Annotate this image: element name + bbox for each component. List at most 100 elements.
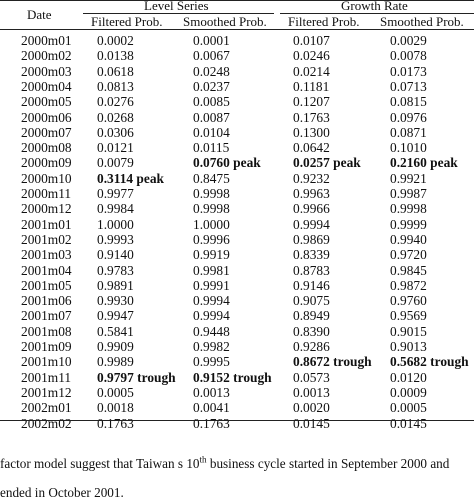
table-row: 2001m06 0.9930 0.9994 0.9075 0.9760: [0, 292, 474, 309]
probability-cell: 0.0020: [293, 400, 330, 416]
date-cell: 2001m08: [21, 323, 72, 339]
growth-rate-underline: [280, 13, 474, 14]
probability-cell: 0.0268: [97, 109, 134, 125]
probability-cell: 0.0079: [97, 155, 134, 171]
date-cell: 2002m02: [21, 415, 72, 431]
probability-cell: 0.9999: [390, 216, 427, 232]
probability-cell: 0.9015: [390, 323, 427, 339]
probability-cell: 0.9994: [193, 293, 230, 309]
probability-cell: 0.9947: [97, 308, 134, 324]
probability-cell: 0.9940: [390, 231, 427, 247]
date-cell: 2000m12: [21, 201, 72, 217]
probability-cell: 0.0871: [390, 124, 427, 140]
probability-cell: 0.8783: [293, 262, 330, 278]
probability-cell: 0.0078: [390, 48, 427, 64]
probability-cell: 0.9075: [293, 293, 330, 309]
probability-cell: 0.0013: [293, 384, 330, 400]
probability-cell: 0.9977: [97, 186, 134, 201]
probability-cell: 0.9569: [390, 308, 427, 324]
probability-cell: 0.9993: [97, 231, 134, 247]
date-cell: 2000m03: [21, 63, 72, 79]
footnote-line-1: factor model suggest that Taiwan s 10th …: [0, 455, 450, 472]
header-growth-smoothed: Smoothed Prob.: [380, 14, 464, 29]
date-cell: 2001m06: [21, 293, 72, 309]
table-row: 2000m01 0.0002 0.0001 0.0107 0.0029: [0, 32, 474, 49]
probability-cell: 1.0000: [97, 216, 134, 232]
probability-cell: 0.0573: [293, 369, 330, 385]
probability-cell: 0.0002: [97, 33, 134, 48]
date-cell: 2001m02: [21, 231, 72, 247]
table-row: 2001m04 0.9783 0.9981 0.8783 0.9845: [0, 262, 474, 279]
probability-cell: 0.9930: [97, 293, 134, 309]
header-level-smoothed: Smoothed Prob.: [183, 14, 267, 29]
probability-cell: 0.0121: [97, 140, 134, 156]
probability-cell: 0.0618: [97, 63, 134, 79]
probability-cell: 0.9991: [193, 277, 230, 293]
probability-cell: 0.9963: [293, 186, 330, 201]
table-row: 2000m03 0.0618 0.0248 0.0214 0.0173: [0, 63, 474, 80]
date-cell: 2001m10: [21, 354, 72, 370]
probability-cell: 0.9998: [193, 186, 230, 201]
probability-cell: 0.8949: [293, 308, 330, 324]
date-cell: 2000m02: [21, 48, 72, 64]
table-row: 2001m09 0.9909 0.9982 0.9286 0.9013: [0, 338, 474, 355]
probability-cell: 0.9869: [293, 231, 330, 247]
bottom-rule: [0, 420, 474, 421]
probability-cell: 0.3114 peak: [97, 170, 164, 186]
probability-cell: 0.9998: [193, 201, 230, 217]
probability-cell: 0.9998: [390, 201, 427, 217]
probability-cell: 0.9981: [193, 262, 230, 278]
probability-cell: 0.0813: [97, 78, 134, 94]
probability-cell: 0.9448: [193, 323, 230, 339]
probability-cell: 0.9996: [193, 231, 230, 247]
probability-cell: 0.0087: [193, 109, 230, 125]
level-series-underline: [83, 13, 274, 14]
probability-cell: 0.0104: [193, 124, 230, 140]
header-growth-rate: Growth Rate: [341, 0, 408, 13]
probability-cell: 0.0145: [293, 415, 330, 431]
table-row: 2001m02 0.9993 0.9996 0.9869 0.9940: [0, 231, 474, 248]
table-row: 2000m11 0.9977 0.9998 0.9963 0.9987: [0, 185, 474, 202]
probability-cell: 0.0257 peak: [293, 155, 361, 171]
table-row: 2002m02 0.1763 0.1763 0.0145 0.0145: [0, 415, 474, 432]
date-cell: 2000m01: [21, 33, 72, 48]
header-bottom-rule: [0, 29, 474, 30]
probability-cell: 0.1010: [390, 140, 427, 156]
date-cell: 2000m08: [21, 140, 72, 156]
header-level-series: Level Series: [144, 0, 209, 13]
date-cell: 2001m01: [21, 216, 72, 232]
probability-cell: 0.9919: [193, 247, 230, 263]
probability-cell: 0.0214: [293, 63, 330, 79]
probability-cell: 0.9872: [390, 277, 427, 293]
table-row: 2000m05 0.0276 0.0085 0.1207 0.0815: [0, 93, 474, 110]
probability-cell: 0.8339: [293, 247, 330, 263]
probability-cell: 0.0976: [390, 109, 427, 125]
date-cell: 2000m07: [21, 124, 72, 140]
date-cell: 2002m01: [21, 400, 72, 416]
probability-cell: 0.1763: [97, 415, 134, 431]
probability-cell: 0.1763: [293, 109, 330, 125]
probability-cell: 0.9994: [293, 216, 330, 232]
probability-cell: 0.0246: [293, 48, 330, 64]
top-rule: [0, 0, 474, 1]
footnote-text-b: business cycle started in September 2000…: [206, 456, 450, 471]
probability-cell: 0.0029: [390, 33, 427, 48]
probability-cell: 0.8390: [293, 323, 330, 339]
probability-cell: 0.9783: [97, 262, 134, 278]
probability-cell: 0.1181: [293, 78, 330, 94]
probability-cell: 0.9989: [97, 354, 134, 370]
date-cell: 2000m05: [21, 94, 72, 110]
probability-cell: 0.5682 trough: [390, 354, 469, 370]
probability-cell: 0.0120: [390, 369, 427, 385]
probability-cell: 0.0237: [193, 78, 230, 94]
date-cell: 2000m04: [21, 78, 72, 94]
probability-cell: 0.0138: [97, 48, 134, 64]
date-cell: 2001m07: [21, 308, 72, 324]
footnote-line-2: ended in October 2001.: [0, 485, 124, 500]
probability-cell: 1.0000: [193, 216, 230, 232]
probability-cell: 0.0115: [193, 140, 230, 156]
probability-cell: 0.9995: [193, 354, 230, 370]
probability-cell: 0.0642: [293, 140, 330, 156]
date-cell: 2000m06: [21, 109, 72, 125]
header-growth-filtered: Filtered Prob.: [288, 14, 360, 29]
